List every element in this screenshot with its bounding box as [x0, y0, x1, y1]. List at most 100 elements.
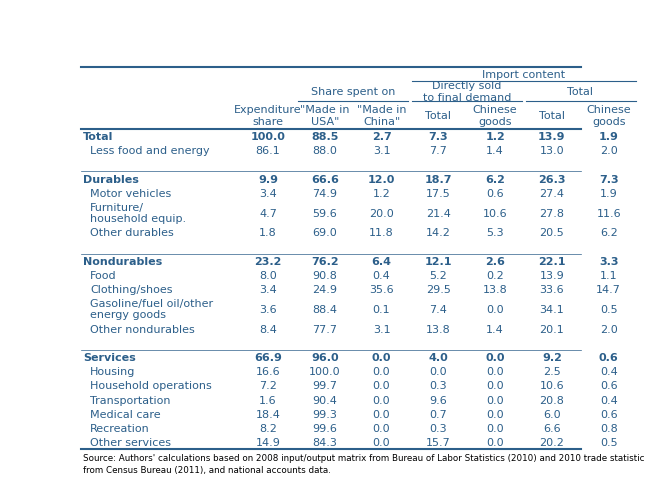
Text: Total: Total: [568, 87, 593, 97]
Text: 100.0: 100.0: [309, 366, 341, 377]
Text: Other services: Other services: [90, 438, 171, 447]
Text: "Made in
China": "Made in China": [357, 105, 406, 126]
Text: 33.6: 33.6: [540, 285, 564, 294]
Text: Less food and energy: Less food and energy: [90, 146, 210, 156]
Text: 2.6: 2.6: [485, 256, 505, 266]
Text: 0.6: 0.6: [599, 352, 619, 363]
Text: 20.2: 20.2: [539, 438, 564, 447]
Text: 3.1: 3.1: [373, 324, 390, 334]
Text: "Made in
USA": "Made in USA": [300, 105, 350, 126]
Text: 7.3: 7.3: [599, 174, 619, 184]
Text: 99.7: 99.7: [312, 381, 337, 391]
Text: Furniture/: Furniture/: [90, 202, 144, 212]
Text: 20.8: 20.8: [539, 395, 564, 405]
Text: 6.2: 6.2: [600, 228, 617, 238]
Text: 88.4: 88.4: [312, 304, 337, 314]
Text: 0.0: 0.0: [373, 423, 390, 433]
Text: 99.3: 99.3: [312, 409, 337, 419]
Text: 27.4: 27.4: [539, 188, 564, 198]
Text: 2.5: 2.5: [543, 366, 561, 377]
Text: energy goods: energy goods: [90, 310, 166, 320]
Text: Other nondurables: Other nondurables: [90, 324, 195, 334]
Text: 88.5: 88.5: [311, 132, 339, 142]
Text: 8.4: 8.4: [259, 324, 277, 334]
Text: 0.0: 0.0: [486, 366, 504, 377]
Text: 6.6: 6.6: [543, 423, 561, 433]
Text: 1.1: 1.1: [600, 271, 617, 280]
Text: 5.2: 5.2: [430, 271, 447, 280]
Text: 22.1: 22.1: [538, 256, 566, 266]
Text: 90.8: 90.8: [312, 271, 337, 280]
Text: 59.6: 59.6: [312, 208, 337, 218]
Text: 10.6: 10.6: [483, 208, 508, 218]
Text: 14.2: 14.2: [426, 228, 451, 238]
Text: 90.4: 90.4: [312, 395, 337, 405]
Text: 76.2: 76.2: [311, 256, 339, 266]
Text: 0.3: 0.3: [430, 423, 447, 433]
Text: 1.2: 1.2: [373, 188, 390, 198]
Text: 10.6: 10.6: [540, 381, 564, 391]
Text: 0.0: 0.0: [486, 423, 504, 433]
Text: 2.0: 2.0: [600, 324, 617, 334]
Text: 0.0: 0.0: [486, 381, 504, 391]
Text: 0.0: 0.0: [486, 395, 504, 405]
Text: 14.7: 14.7: [596, 285, 621, 294]
Text: Housing: Housing: [90, 366, 135, 377]
Text: 7.3: 7.3: [428, 132, 448, 142]
Text: 23.2: 23.2: [254, 256, 282, 266]
Text: 9.9: 9.9: [258, 174, 278, 184]
Text: 6.2: 6.2: [485, 174, 505, 184]
Text: 6.0: 6.0: [543, 409, 561, 419]
Text: Other durables: Other durables: [90, 228, 174, 238]
Text: 0.3: 0.3: [430, 381, 447, 391]
Text: household equip.: household equip.: [90, 214, 186, 224]
Text: 0.4: 0.4: [600, 366, 617, 377]
Text: Gasoline/fuel oil/other: Gasoline/fuel oil/other: [90, 299, 213, 309]
Text: 8.0: 8.0: [259, 271, 277, 280]
Text: 12.0: 12.0: [368, 174, 395, 184]
Text: 0.0: 0.0: [486, 352, 505, 363]
Text: 74.9: 74.9: [312, 188, 337, 198]
Text: 7.4: 7.4: [430, 304, 447, 314]
Text: 0.1: 0.1: [373, 304, 390, 314]
Text: 2.7: 2.7: [372, 132, 392, 142]
Text: Expenditure
share: Expenditure share: [234, 105, 302, 126]
Text: 0.4: 0.4: [600, 395, 617, 405]
Text: 4.0: 4.0: [428, 352, 448, 363]
Text: Services: Services: [83, 352, 136, 363]
Text: Durables: Durables: [83, 174, 139, 184]
Text: Directly sold
to final demand: Directly sold to final demand: [422, 81, 511, 103]
Text: 29.5: 29.5: [426, 285, 451, 294]
Text: 0.5: 0.5: [600, 438, 617, 447]
Text: 3.6: 3.6: [259, 304, 277, 314]
Text: 26.3: 26.3: [538, 174, 566, 184]
Text: 15.7: 15.7: [426, 438, 451, 447]
Text: 1.2: 1.2: [485, 132, 505, 142]
Text: 13.8: 13.8: [426, 324, 451, 334]
Text: 14.9: 14.9: [255, 438, 281, 447]
Text: 5.3: 5.3: [486, 228, 504, 238]
Text: 66.6: 66.6: [311, 174, 339, 184]
Text: Total: Total: [83, 132, 114, 142]
Text: Chinese
goods: Chinese goods: [473, 105, 517, 126]
Text: 13.0: 13.0: [540, 146, 564, 156]
Text: 0.0: 0.0: [373, 366, 390, 377]
Text: 13.8: 13.8: [482, 285, 508, 294]
Text: Nondurables: Nondurables: [83, 256, 163, 266]
Text: 0.0: 0.0: [373, 381, 390, 391]
Text: 17.5: 17.5: [426, 188, 451, 198]
Text: 4.7: 4.7: [259, 208, 277, 218]
Text: 96.0: 96.0: [311, 352, 339, 363]
Text: 0.0: 0.0: [486, 304, 504, 314]
Text: 3.4: 3.4: [259, 285, 277, 294]
Text: Household operations: Household operations: [90, 381, 212, 391]
Text: 18.7: 18.7: [424, 174, 452, 184]
Text: 0.0: 0.0: [486, 438, 504, 447]
Text: 99.6: 99.6: [312, 423, 337, 433]
Text: 18.4: 18.4: [255, 409, 281, 419]
Text: Total: Total: [539, 111, 565, 121]
Text: Motor vehicles: Motor vehicles: [90, 188, 172, 198]
Text: 21.4: 21.4: [426, 208, 451, 218]
Text: 3.1: 3.1: [373, 146, 390, 156]
Text: Transportation: Transportation: [90, 395, 171, 405]
